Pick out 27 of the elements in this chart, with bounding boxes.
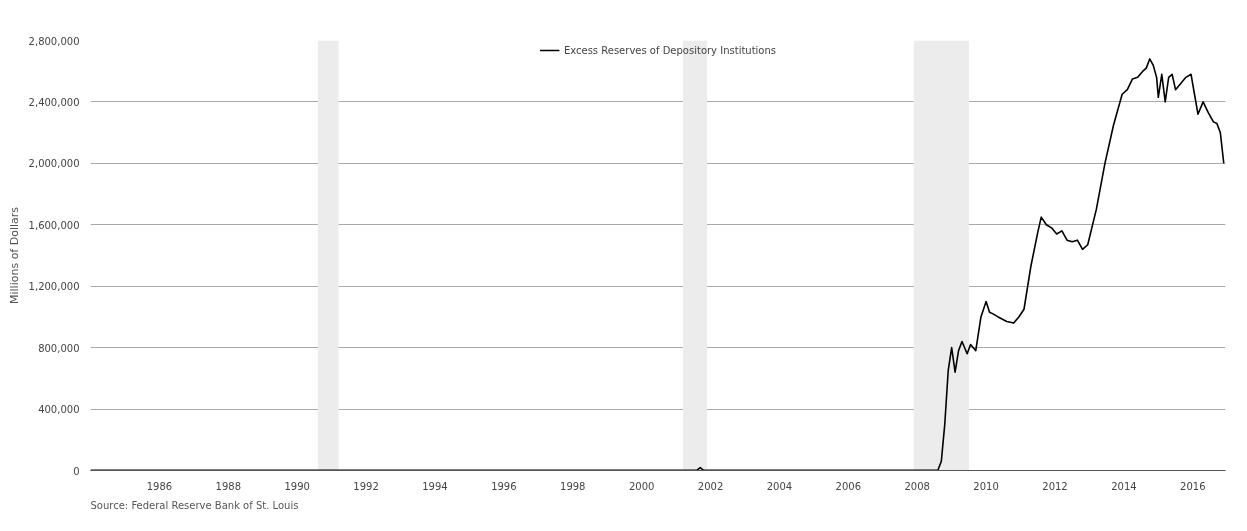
x-tick-label: 2006 [835, 480, 862, 492]
x-tick-label: 2008 [904, 480, 930, 492]
x-tick-label: 1990 [284, 480, 310, 492]
x-tick-label: 2014 [1111, 480, 1137, 492]
x-tick-label: 2004 [766, 480, 793, 492]
y-tick-label: 0 [73, 465, 80, 477]
x-tick-label: 1988 [215, 480, 242, 492]
source-note: Source: Federal Reserve Bank of St. Louis [90, 499, 299, 511]
y-tick-label: 2,800,000 [28, 35, 80, 47]
y-tick-label: 2,000,000 [28, 158, 80, 170]
x-tick-label: 2010 [973, 480, 999, 492]
y-tick-label: 1,600,000 [28, 219, 80, 231]
y-tick-label: 1,200,000 [28, 281, 80, 293]
x-tick-label: 1996 [491, 480, 517, 492]
x-tick-label: 2002 [697, 480, 724, 492]
x-tick-label: 1986 [146, 480, 173, 492]
x-tick-label: 1998 [560, 480, 586, 492]
x-tick-label: 2016 [1180, 480, 1206, 492]
x-tick-label: 2000 [628, 480, 655, 492]
y-axis-title: Millions of Dollars [7, 206, 21, 305]
y-tick-label: 800,000 [38, 342, 80, 354]
y-tick-label: 400,000 [38, 404, 80, 416]
legend-label: Excess Reserves of Depository Institutions [563, 44, 777, 56]
x-tick-label: 2012 [1042, 480, 1068, 492]
x-tick-label: 1992 [353, 480, 379, 492]
y-tick-label: 2,400,000 [28, 96, 80, 108]
x-tick-label: 1994 [422, 480, 448, 492]
